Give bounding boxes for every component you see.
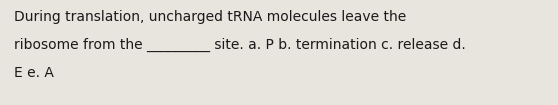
Text: ribosome from the _________ site. a. P b. termination c. release d.: ribosome from the _________ site. a. P b… — [14, 38, 466, 52]
Text: E e. A: E e. A — [14, 66, 54, 80]
Text: During translation, uncharged tRNA molecules leave the: During translation, uncharged tRNA molec… — [14, 10, 406, 24]
